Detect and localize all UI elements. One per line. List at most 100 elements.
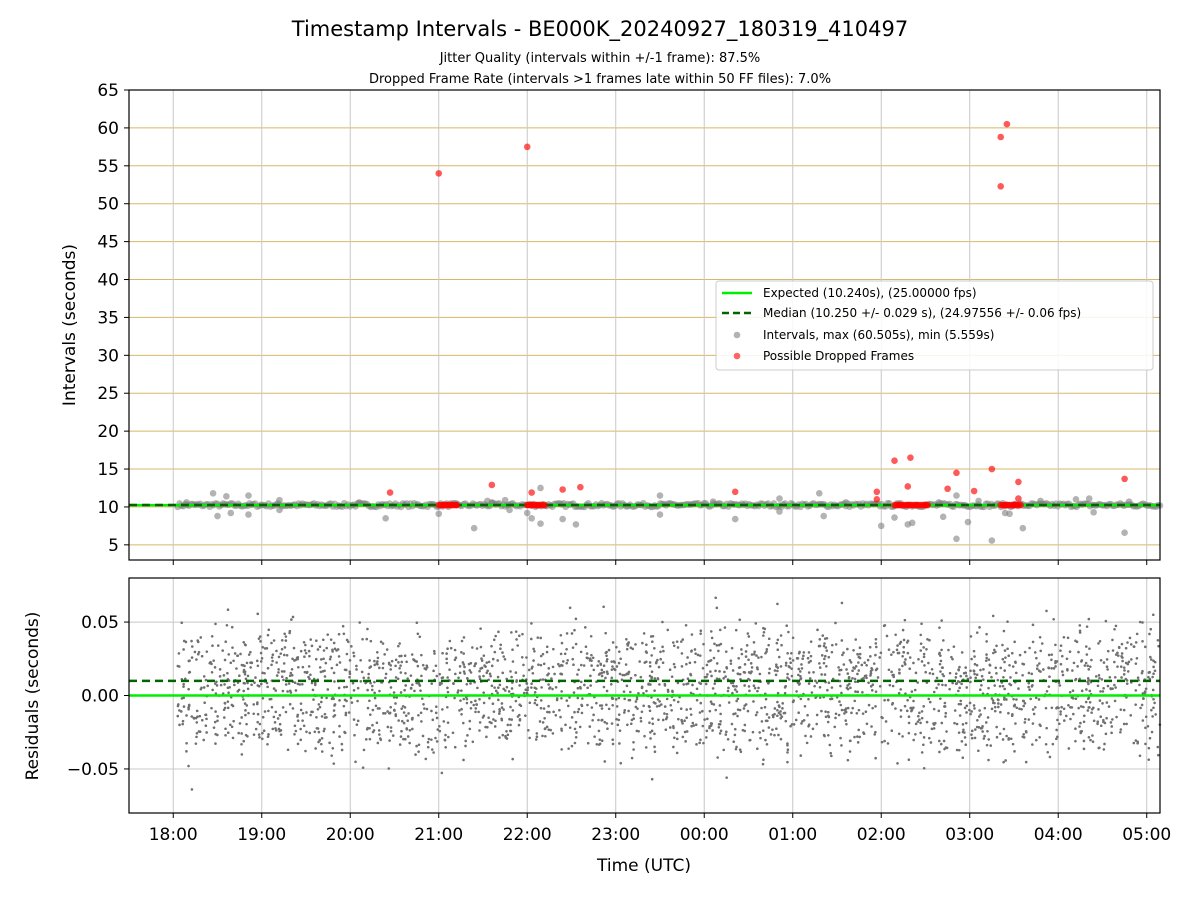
residual-point: [482, 691, 486, 694]
residual-point: [908, 656, 912, 659]
residual-point: [381, 666, 385, 670]
residual-point: [794, 718, 798, 722]
residual-point: [815, 713, 819, 717]
residual-point: [316, 648, 320, 651]
residual-point: [328, 741, 331, 745]
residual-point: [218, 668, 222, 671]
residual-point: [899, 709, 903, 712]
residual-point: [502, 708, 505, 711]
residual-point: [496, 659, 500, 662]
residual-point: [552, 647, 555, 651]
residual-point: [723, 670, 726, 674]
residual-point: [775, 663, 778, 666]
residual-point: [296, 657, 299, 661]
residual-point: [1068, 690, 1072, 694]
residual-point: [997, 698, 1000, 702]
residual-point: [410, 717, 414, 720]
residual-point: [373, 659, 376, 663]
residual-point: [1113, 676, 1117, 679]
residual-point: [648, 674, 652, 678]
residual-point: [961, 756, 965, 760]
residual-point: [760, 655, 763, 659]
residual-point: [570, 632, 574, 635]
residual-point: [849, 661, 853, 664]
residual-point: [337, 655, 341, 658]
residual-point: [786, 748, 790, 752]
residual-point: [685, 730, 689, 733]
residual-point: [737, 657, 741, 660]
residual-point: [634, 705, 638, 709]
residual-point: [589, 674, 592, 678]
residuals-panel: −0.050.000.05 18:00 19:00 20:00 21:00 22:00 2…: [23, 577, 1171, 876]
residual-point: [999, 710, 1002, 714]
residual-point: [955, 748, 959, 752]
residual-point: [951, 681, 954, 685]
residual-point: [842, 663, 846, 666]
residual-point: [826, 720, 830, 724]
residual-point: [960, 651, 964, 654]
residual-point: [860, 663, 864, 667]
residual-point: [830, 686, 834, 689]
residual-point: [522, 663, 525, 667]
residual-point: [1102, 661, 1106, 664]
residual-point: [790, 667, 793, 670]
residual-point: [406, 719, 410, 723]
residual-point: [1141, 669, 1144, 673]
residual-point: [857, 669, 861, 672]
dropped-frame-point: [386, 489, 394, 496]
residual-point: [800, 722, 803, 725]
interval-point: [988, 537, 996, 544]
residual-point: [1138, 754, 1142, 758]
residual-point: [853, 667, 856, 670]
residual-point: [941, 672, 944, 676]
residual-point: [403, 737, 407, 741]
residual-point: [822, 733, 826, 737]
residual-point: [755, 711, 759, 714]
residual-point: [630, 756, 634, 760]
x-tick-label: 18:00: [149, 825, 198, 845]
residual-point: [845, 668, 848, 671]
residual-point: [190, 645, 194, 648]
residual-point: [308, 731, 312, 735]
residual-point: [250, 661, 253, 664]
residual-point: [382, 712, 385, 715]
residual-point: [726, 689, 730, 693]
residual-point: [757, 656, 760, 659]
residual-point: [815, 681, 819, 684]
dropped-frame-point: [953, 469, 960, 477]
residual-point: [527, 729, 530, 732]
residual-point: [1152, 697, 1155, 701]
residual-point: [476, 686, 479, 690]
residual-point: [238, 722, 242, 725]
residual-point: [332, 671, 336, 675]
residual-point: [672, 745, 675, 749]
residual-point: [198, 714, 202, 718]
dropped-frame-point: [891, 457, 898, 464]
residual-point: [734, 747, 738, 751]
residual-point: [214, 692, 218, 695]
residual-point: [853, 735, 856, 739]
residual-point: [698, 741, 701, 745]
residual-point: [725, 776, 728, 779]
residual-point: [1123, 669, 1126, 672]
residual-point: [872, 662, 876, 665]
residual-point: [777, 704, 781, 707]
dropped-frame-point: [559, 486, 566, 493]
residual-point: [208, 661, 212, 665]
residual-point: [1144, 715, 1148, 719]
residual-point: [754, 713, 758, 717]
residual-point: [460, 650, 463, 654]
residual-point: [932, 722, 935, 725]
residual-point: [445, 652, 448, 655]
residual-point: [1022, 704, 1025, 708]
residual-point: [451, 731, 455, 735]
residual-point: [443, 738, 447, 742]
residual-point: [401, 705, 405, 708]
residual-point: [615, 665, 619, 668]
residual-point: [213, 682, 217, 685]
residual-point: [539, 706, 543, 710]
residual-point: [377, 729, 381, 732]
residual-point: [985, 743, 989, 747]
residual-point: [283, 646, 287, 649]
residual-point: [825, 664, 828, 668]
